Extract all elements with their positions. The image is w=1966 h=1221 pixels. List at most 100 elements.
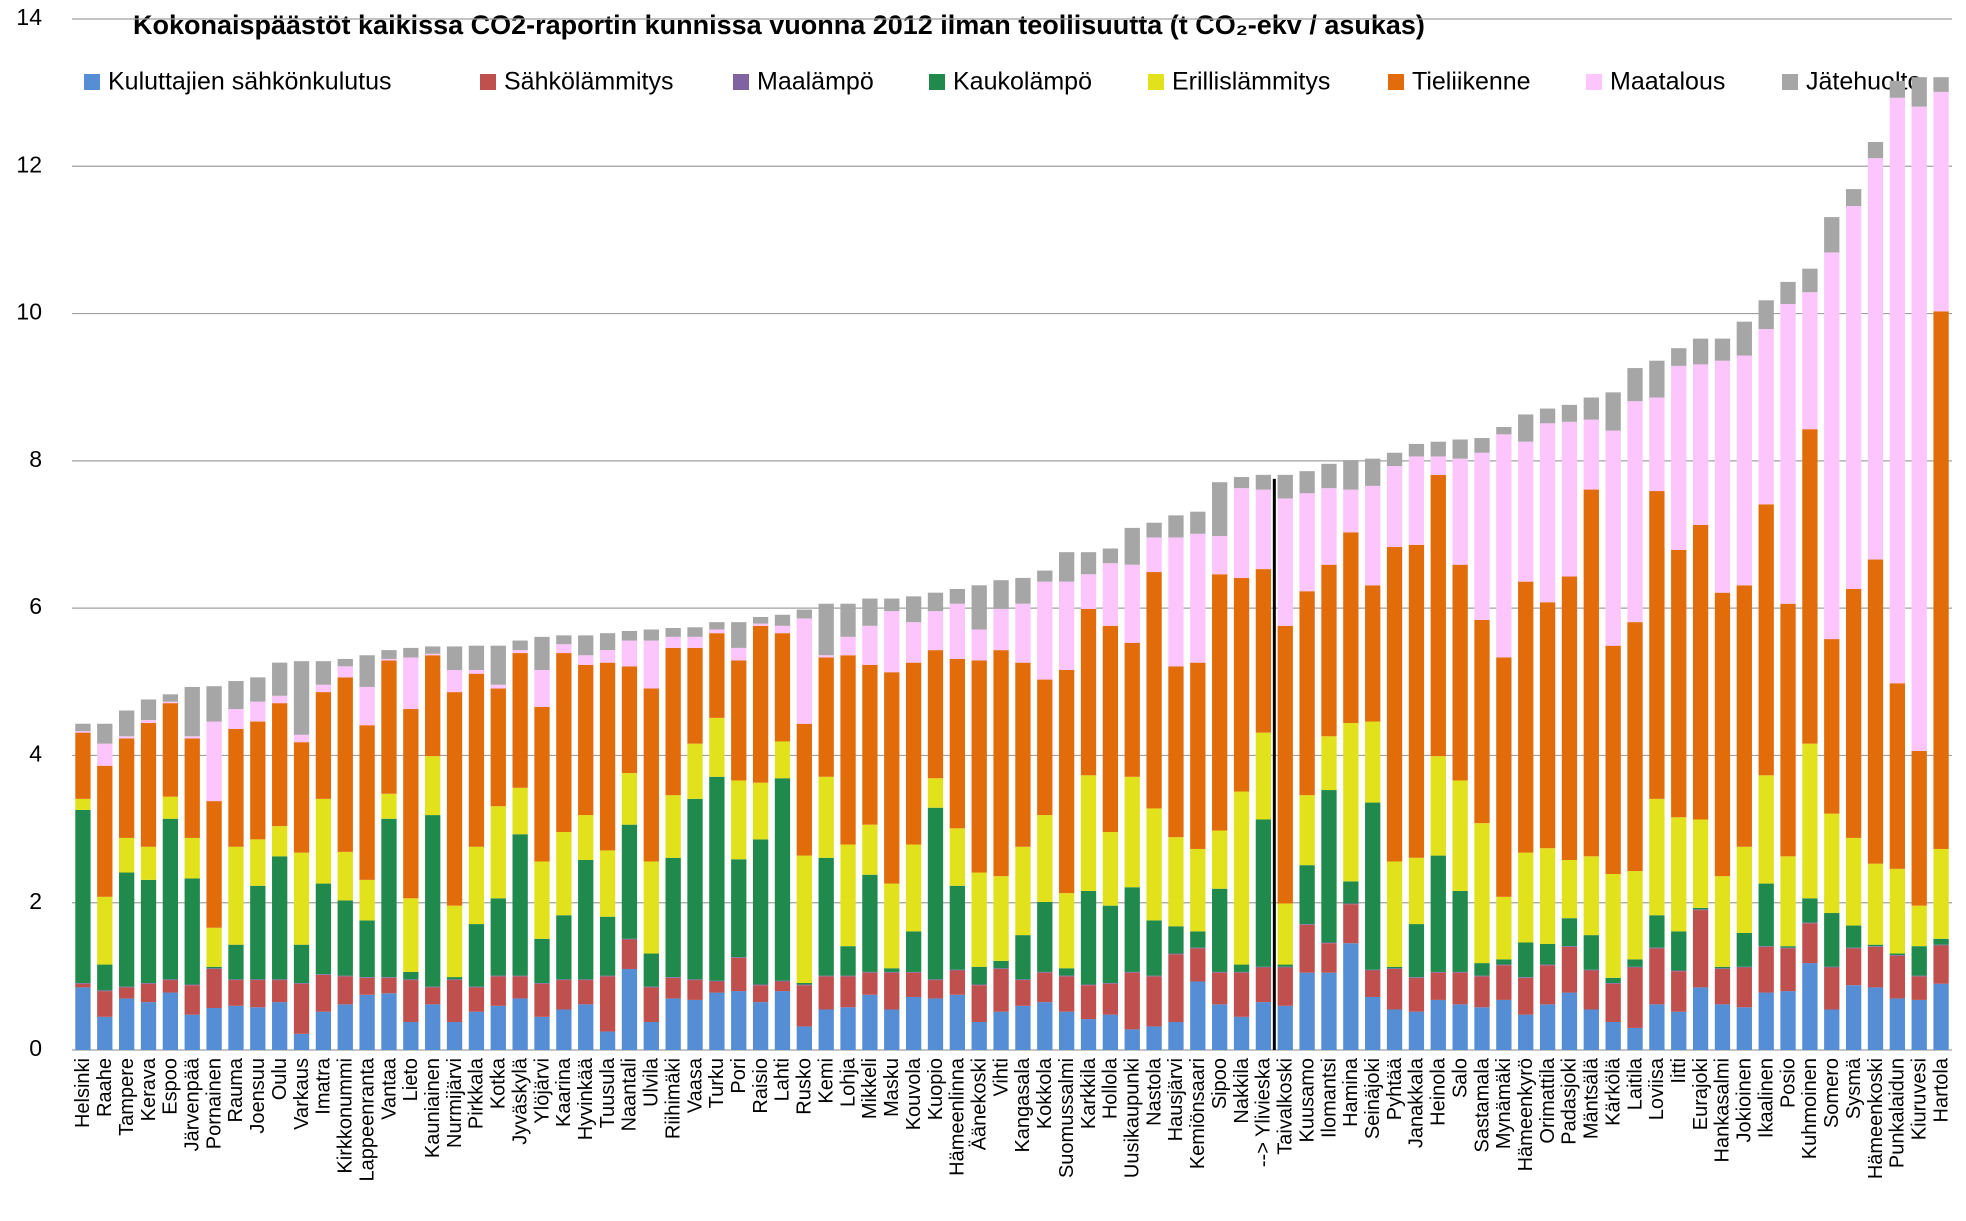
- bar-segment: [1430, 972, 1446, 1000]
- bar-segment: [446, 905, 463, 978]
- bar-segment: [752, 1002, 769, 1050]
- bar-segment: [228, 1005, 244, 1050]
- bar-segment: [621, 640, 638, 667]
- bar-segment: [731, 647, 747, 661]
- bar-segment: [927, 611, 944, 651]
- bar-segment: [709, 992, 725, 1050]
- bar-segment: [1824, 967, 1840, 1010]
- x-tick-label: Kuhmoinen: [1799, 1058, 1821, 1159]
- bar-segment: [1714, 592, 1731, 877]
- bar-segment: [1474, 452, 1490, 620]
- bar-segment: [359, 920, 375, 978]
- bar-segment: [1933, 848, 1949, 939]
- x-tick-label: Suomussalmi: [1056, 1058, 1078, 1178]
- bar-segment: [140, 723, 157, 847]
- bar-segment: [1299, 924, 1315, 925]
- y-tick-label: 14: [16, 4, 42, 30]
- bar-segment: [162, 703, 179, 797]
- x-tick-label: Tuusula: [597, 1057, 619, 1128]
- x-tick-label: Laitila: [1624, 1057, 1646, 1110]
- bar-segment: [75, 809, 91, 983]
- x-tick-label: Nakkila: [1231, 1057, 1253, 1123]
- bar-segment: [818, 657, 834, 777]
- bar-segment: [556, 832, 572, 916]
- bar-segment: [1911, 999, 1927, 1050]
- bar-segment: [1583, 856, 1599, 936]
- bar-segment: [556, 980, 572, 1010]
- bar-segment: [949, 970, 965, 995]
- bar-segment: [971, 872, 987, 967]
- bar-segment: [1824, 913, 1840, 967]
- bar-segment: [643, 1022, 659, 1050]
- bar-segment: [337, 900, 353, 976]
- bar-segment: [578, 1004, 594, 1050]
- bar-segment: [184, 1014, 200, 1050]
- x-tick-label: Ilomantsi: [1318, 1058, 1340, 1138]
- bar-segment: [1255, 569, 1272, 733]
- bar-segment: [337, 666, 353, 678]
- bar-segment: [1845, 985, 1862, 1050]
- x-tick-label: Kemiönsaari: [1187, 1058, 1209, 1169]
- bar-segment: [687, 647, 703, 744]
- bar-segment: [1758, 775, 1774, 884]
- bar-segment: [1212, 574, 1228, 831]
- bar-segment: [1539, 1004, 1556, 1050]
- bar-segment: [403, 657, 419, 710]
- bar-segment: [1824, 966, 1840, 968]
- bar-segment: [687, 627, 703, 637]
- x-tick-label: Padasjoki: [1559, 1058, 1581, 1145]
- bar-segment: [512, 640, 528, 651]
- bar-segment: [1671, 348, 1687, 366]
- legend-swatch: [1388, 74, 1404, 90]
- legend-swatch: [1782, 74, 1798, 90]
- bar-segment: [1605, 645, 1621, 874]
- bar-segment: [1212, 972, 1228, 1005]
- bar-segment: [1802, 292, 1818, 430]
- bar-segment: [1190, 947, 1206, 949]
- bar-segment: [1671, 970, 1687, 972]
- bar-segment: [1561, 946, 1578, 947]
- bar-segment: [862, 994, 878, 1050]
- y-tick-label: 8: [29, 446, 42, 472]
- bar-segment: [184, 984, 200, 986]
- bar-segment: [731, 859, 747, 958]
- x-tick-label: Varkaus: [291, 1058, 313, 1130]
- bar-segment: [228, 681, 244, 710]
- x-tick-label: Hartola: [1930, 1057, 1952, 1122]
- x-tick-label: Kerava: [138, 1057, 160, 1121]
- x-tick-label: Imatra: [313, 1057, 335, 1115]
- bar-segment: [446, 977, 463, 980]
- bar-segment: [1408, 857, 1425, 925]
- bar-segment: [140, 846, 157, 880]
- bar-segment: [905, 931, 922, 972]
- bar-segment: [1059, 976, 1075, 1012]
- bar-segment: [1080, 1019, 1097, 1050]
- bar-segment: [1365, 485, 1381, 586]
- bar-segment: [731, 991, 747, 1050]
- bar-segment: [1583, 419, 1599, 490]
- bar-segment: [468, 987, 485, 1012]
- bar-segment: [468, 846, 485, 925]
- bar-segment: [1124, 887, 1140, 972]
- legend-swatch: [480, 74, 496, 90]
- bar-segment: [1408, 924, 1425, 978]
- bar-segment: [927, 807, 944, 980]
- bar-segment: [119, 710, 135, 737]
- x-tick-label: Hankasalmi: [1712, 1058, 1734, 1162]
- bar-segment: [381, 977, 397, 994]
- bar-segment: [272, 695, 288, 704]
- bar-segment: [1015, 935, 1031, 980]
- x-tick-label: Sipoo: [1209, 1058, 1231, 1109]
- bar-segment: [1343, 903, 1359, 905]
- bar-segment: [665, 857, 681, 978]
- bar-segment: [927, 592, 944, 612]
- bar-segment: [1212, 1004, 1228, 1050]
- bar-segment: [1190, 981, 1206, 1050]
- x-tick-label: Lohja: [837, 1057, 859, 1107]
- x-tick-label: Lappeenranta: [356, 1057, 378, 1181]
- bar-segment: [75, 732, 91, 799]
- bar-segment: [971, 1022, 987, 1050]
- bar-segment: [1867, 158, 1884, 560]
- bar-segment: [1124, 972, 1140, 1030]
- bar-segment: [1692, 364, 1709, 525]
